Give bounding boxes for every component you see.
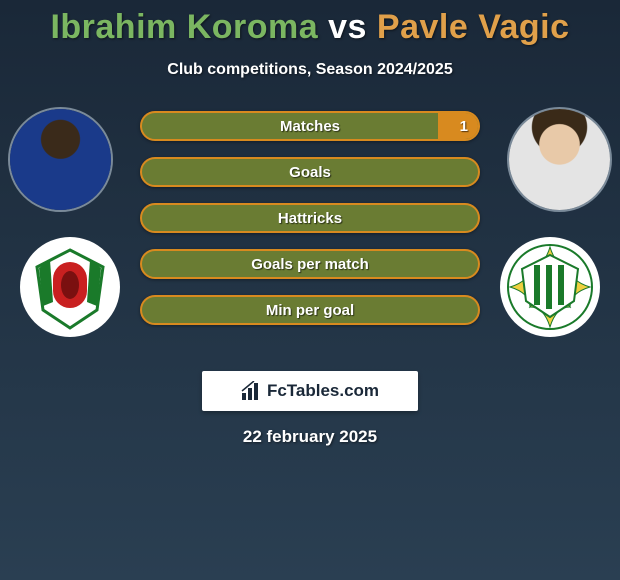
stat-bar-value-right: 1 — [460, 118, 468, 135]
player2-avatar-art — [509, 109, 610, 210]
player2-name: Pavle Vagic — [377, 8, 570, 46]
stat-bar-fill-right — [438, 113, 478, 139]
stat-bar-label: Goals per match — [251, 256, 369, 273]
player2-avatar — [507, 107, 612, 212]
stat-bar: Min per goal — [140, 295, 480, 325]
club1-logo-art — [25, 242, 115, 332]
stat-bar-label: Goals — [289, 164, 331, 181]
stat-bar: Matches 1 — [140, 111, 480, 141]
branding-box: FcTables.com — [202, 371, 418, 411]
branding-text: FcTables.com — [267, 381, 379, 401]
player1-name: Ibrahim Koroma — [50, 8, 318, 46]
subtitle: Club competitions, Season 2024/2025 — [0, 61, 620, 79]
stat-bar: Goals per match — [140, 249, 480, 279]
club1-logo — [20, 237, 120, 337]
player1-avatar-art — [10, 109, 111, 210]
stat-bars: Matches 1 Goals Hattricks Goals per match Min… — [140, 111, 480, 341]
stat-bar-label: Hattricks — [278, 210, 342, 227]
stat-bar: Hattricks — [140, 203, 480, 233]
chart-icon — [241, 381, 263, 401]
player1-avatar — [8, 107, 113, 212]
page-title: Ibrahim Koroma vs Pavle Vagic — [0, 0, 620, 47]
club2-logo — [500, 237, 600, 337]
date-text: 22 february 2025 — [0, 427, 620, 447]
stat-bar-label: Matches — [280, 118, 340, 135]
comparison-area: Matches 1 Goals Hattricks Goals per match Min… — [0, 107, 620, 367]
stat-bar: Goals — [140, 157, 480, 187]
stat-bar-label: Min per goal — [266, 302, 354, 319]
vs-text: vs — [318, 8, 377, 46]
club2-logo-art — [504, 241, 596, 333]
